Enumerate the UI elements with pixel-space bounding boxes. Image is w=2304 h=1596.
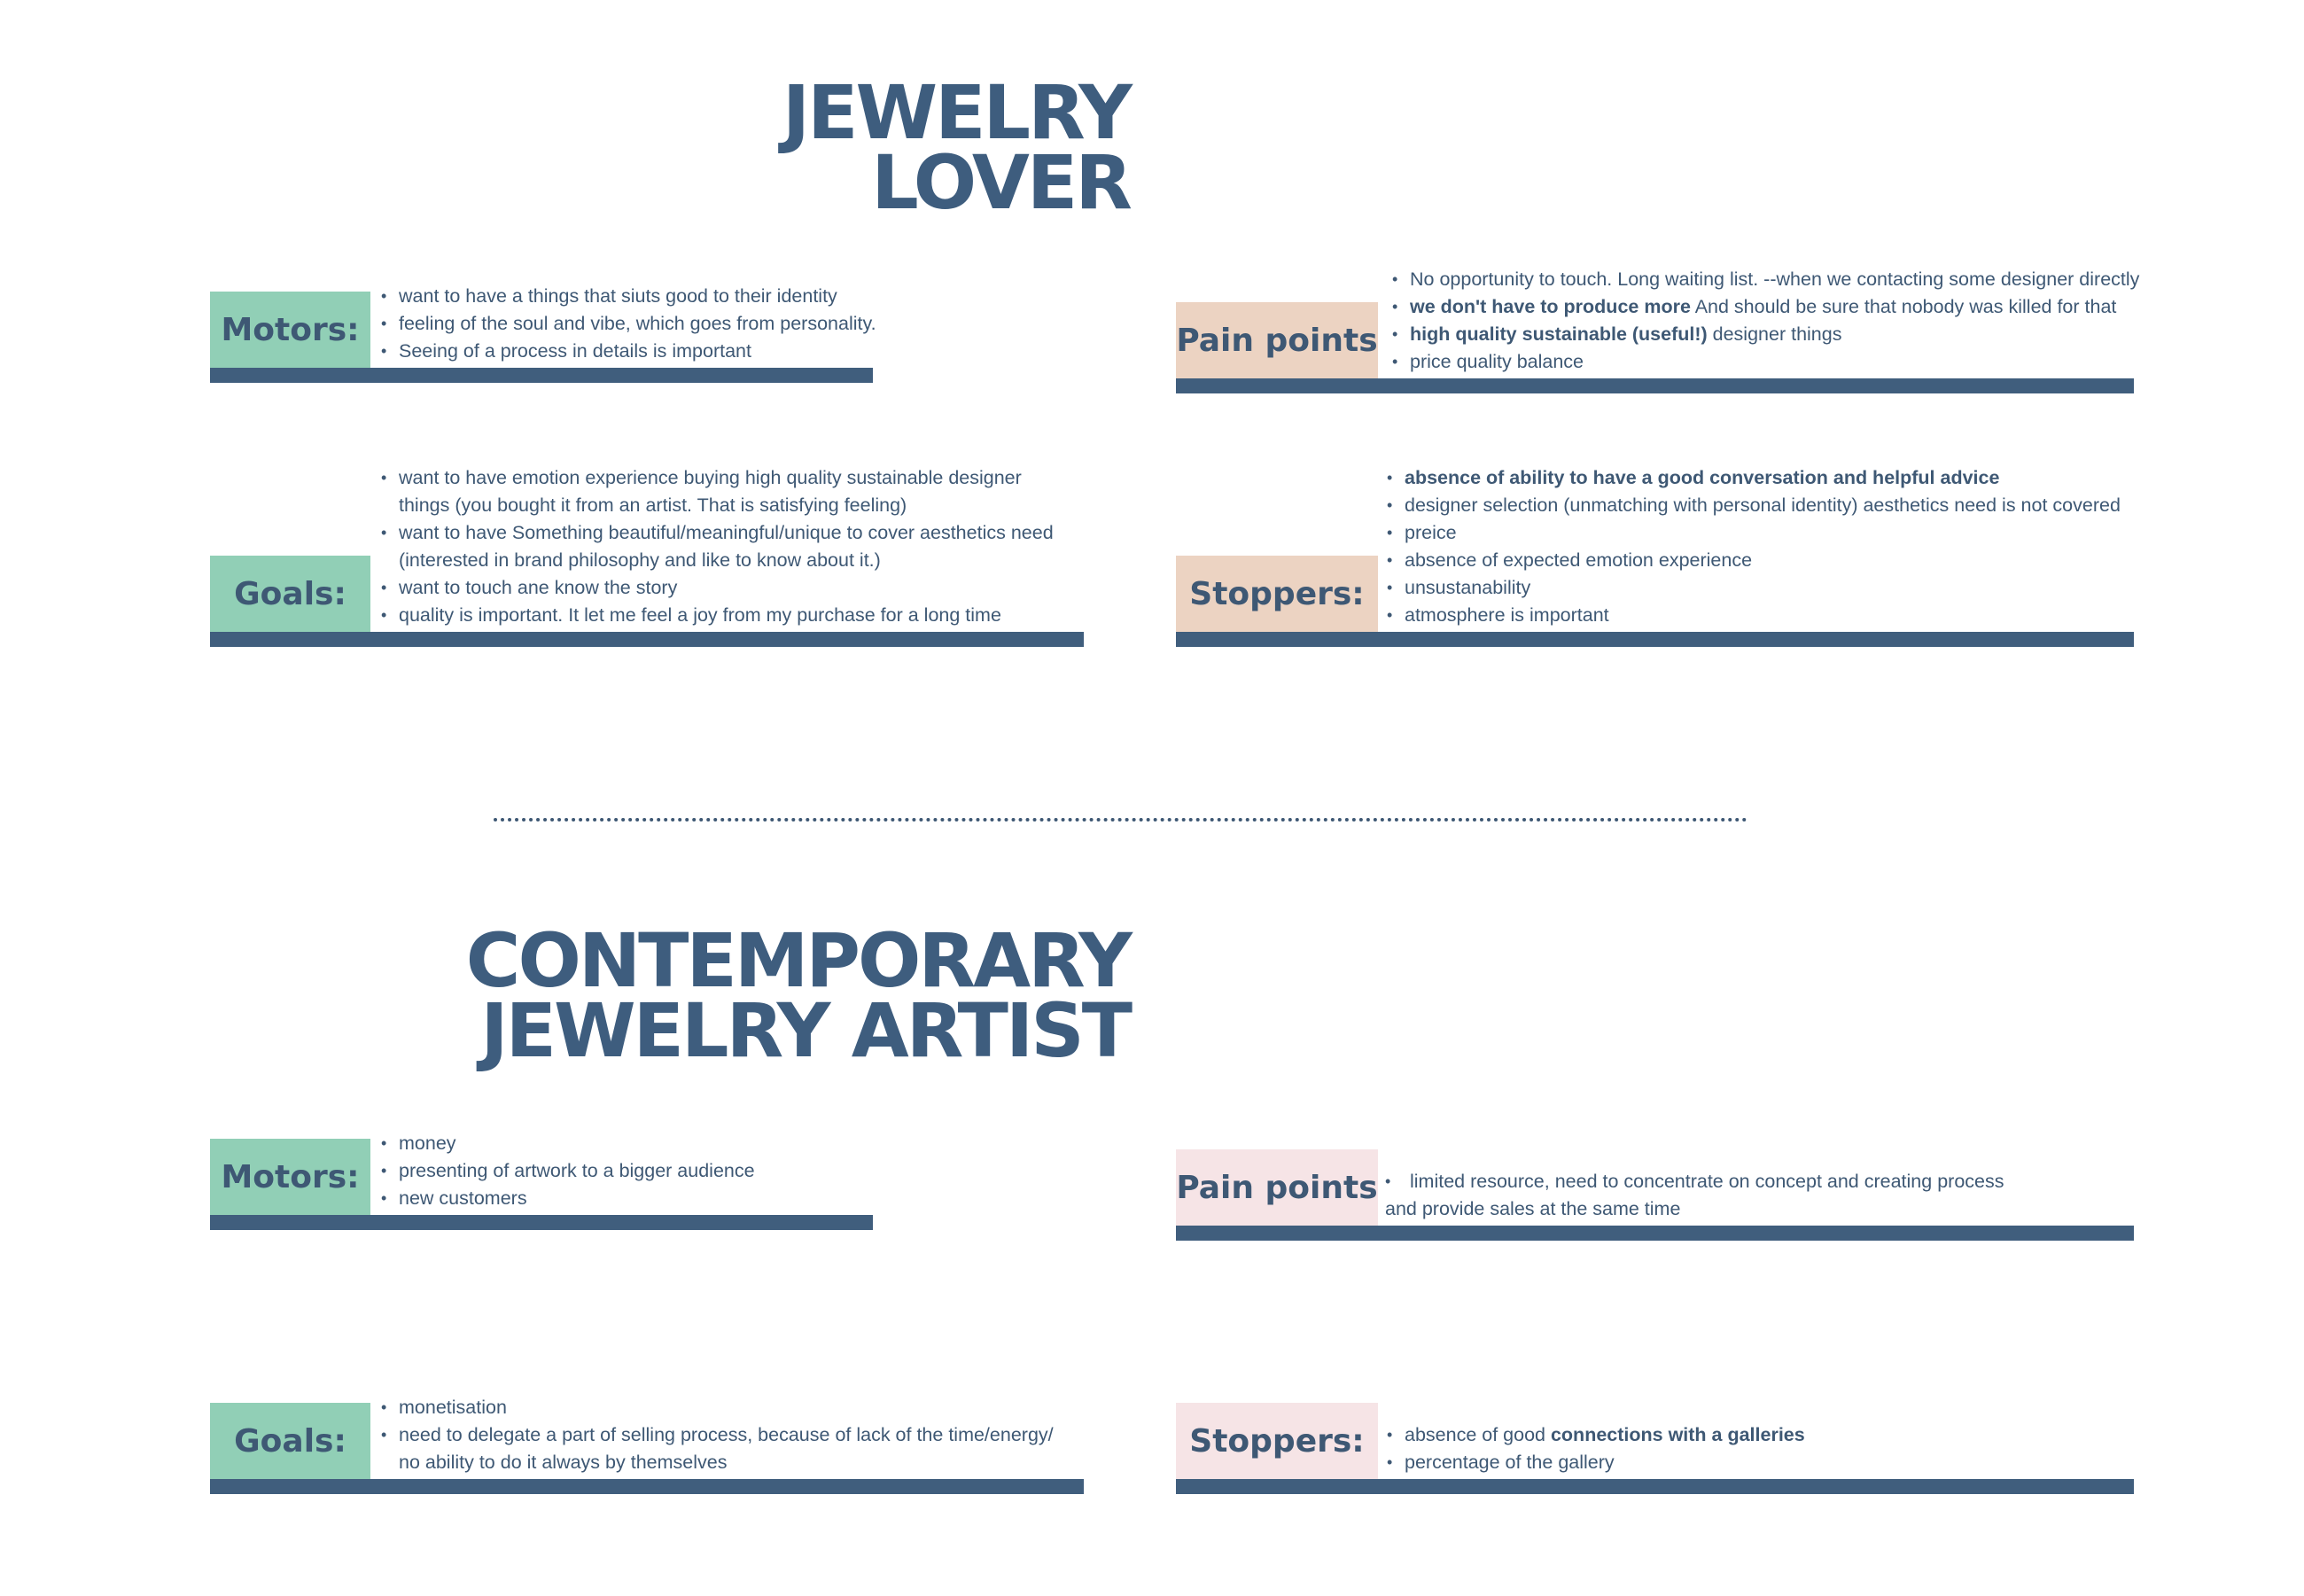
persona2-stoppers-label: Stoppers: [1176, 1403, 1378, 1479]
persona1-motors-list: want to have a things that siuts good to… [381, 283, 876, 365]
list-item-bold: we don't have to produce more [1410, 296, 1691, 317]
persona1-pain-points-label: Pain points [1176, 302, 1378, 378]
persona2-pain-points-list: limited resource, need to concentrate on… [1385, 1168, 2004, 1223]
persona1-motors-label: Motors: [210, 292, 370, 368]
persona2-motors-bar [210, 1215, 873, 1230]
persona1-goals-bar [210, 632, 1084, 647]
list-item: limited resource, need to concentrate on… [1385, 1168, 2004, 1195]
list-item-continuation: and provide sales at the same time [1385, 1195, 2004, 1223]
list-item: preice [1387, 519, 2121, 547]
list-item: unsustanability [1387, 574, 2121, 602]
persona2-motors-list: money presenting of artwork to a bigger … [381, 1130, 755, 1212]
persona2-goals-list: monetisation need to delegate a part of … [381, 1394, 1054, 1476]
list-item: presenting of artwork to a bigger audien… [381, 1157, 755, 1185]
list-item: price quality balance [1392, 348, 2139, 376]
list-item: high quality sustainable (useful!) desig… [1392, 321, 2139, 348]
list-item: need to delegate a part of selling proce… [381, 1421, 1054, 1449]
persona2-goals-label: Goals: [210, 1403, 370, 1479]
section-divider [494, 818, 1747, 821]
list-item-bold: absence of ability to have a good conver… [1405, 467, 2000, 488]
persona1-pain-points-bar [1176, 378, 2134, 393]
list-item: want to have a things that siuts good to… [381, 283, 876, 310]
list-item: want to have emotion experience buying h… [381, 464, 1054, 492]
persona2-goals-card: Goals: monetisation need to delegate a p… [210, 1391, 1084, 1494]
list-item-text: absence of good [1405, 1424, 1551, 1445]
persona1-stoppers-bar [1176, 632, 2134, 647]
list-item-text: and provide sales at the same time [1385, 1198, 1681, 1219]
list-item-text: things (you bought it from an artist. Th… [399, 494, 907, 516]
persona1-pain-points-list: No opportunity to touch. Long waiting li… [1392, 266, 2139, 376]
list-item: new customers [381, 1185, 755, 1212]
persona2-stoppers-bar [1176, 1479, 2134, 1494]
persona1-goals-label: Goals: [210, 556, 370, 632]
list-item-bold: high quality sustainable (useful!) [1410, 323, 1708, 345]
list-item-text: no ability to do it always by themselves [399, 1452, 728, 1473]
list-item-bold: connections with a galleries [1550, 1424, 1805, 1445]
list-item: we don't have to produce more And should… [1392, 293, 2139, 321]
persona2-goals-bar [210, 1479, 1084, 1494]
persona1-motors-card: Motors: want to have a things that siuts… [210, 266, 876, 383]
list-item: feeling of the soul and vibe, which goes… [381, 310, 876, 338]
persona1-motors-bar [210, 368, 873, 383]
list-item-text: limited resource, need to concentrate on… [1410, 1171, 2004, 1192]
persona2-title-line1: CONTEMPORARY [465, 917, 1133, 1004]
persona1-goals-list: want to have emotion experience buying h… [381, 464, 1054, 629]
persona1-stoppers-card: Stoppers: absence of ability to have a g… [1176, 461, 2134, 647]
persona1-title-line2: LOVER [871, 139, 1133, 226]
list-item: monetisation [381, 1394, 1054, 1421]
persona1-title-line1: JEWELRY [782, 69, 1133, 156]
persona1-title: JEWELRY LOVER [782, 69, 1133, 226]
list-item: Seeing of a process in details is import… [381, 338, 876, 365]
persona2-title: CONTEMPORARY JEWELRY ARTIST [465, 917, 1133, 1074]
list-item: No opportunity to touch. Long waiting li… [1392, 266, 2139, 293]
persona1-stoppers-list: absence of ability to have a good conver… [1387, 464, 2121, 629]
list-item: money [381, 1130, 755, 1157]
persona1-pain-points-card: Pain points No opportunity to touch. Lon… [1176, 266, 2139, 393]
list-item: designer selection (unmatching with pers… [1387, 492, 2121, 519]
persona2-pain-points-bar [1176, 1226, 2134, 1241]
list-item-continuation: (interested in brand philosophy and like… [381, 547, 1054, 574]
persona2-pain-points-label: Pain points [1176, 1149, 1378, 1226]
persona2-motors-label: Motors: [210, 1139, 370, 1215]
list-item: want to have Something beautiful/meaning… [381, 519, 1054, 547]
list-item: atmosphere is important [1387, 602, 2121, 629]
persona2-stoppers-card: Stoppers: absence of good connections wi… [1176, 1400, 2134, 1494]
persona1-goals-card: Goals: want to have emotion experience b… [210, 461, 1084, 647]
persona2-title-line2: JEWELRY ARTIST [480, 987, 1133, 1074]
persona2-motors-card: Motors: money presenting of artwork to a… [210, 1117, 873, 1230]
list-item: percentage of the gallery [1387, 1449, 1805, 1476]
persona2-pain-points-card: Pain points limited resource, need to co… [1176, 1125, 2134, 1241]
list-item: quality is important. It let me feel a j… [381, 602, 1054, 629]
persona1-stoppers-label: Stoppers: [1176, 556, 1378, 632]
persona2-stoppers-list: absence of good connections with a galle… [1387, 1421, 1805, 1476]
list-item: absence of good connections with a galle… [1387, 1421, 1805, 1449]
list-item-text: And should be sure that nobody was kille… [1690, 296, 2117, 317]
list-item-text: designer things [1707, 323, 1842, 345]
list-item: absence of expected emotion experience [1387, 547, 2121, 574]
list-item: absence of ability to have a good conver… [1387, 464, 2121, 492]
list-item-continuation: things (you bought it from an artist. Th… [381, 492, 1054, 519]
list-item: want to touch ane know the story [381, 574, 1054, 602]
list-item-continuation: no ability to do it always by themselves [381, 1449, 1054, 1476]
list-item-text: (interested in brand philosophy and like… [399, 549, 881, 571]
